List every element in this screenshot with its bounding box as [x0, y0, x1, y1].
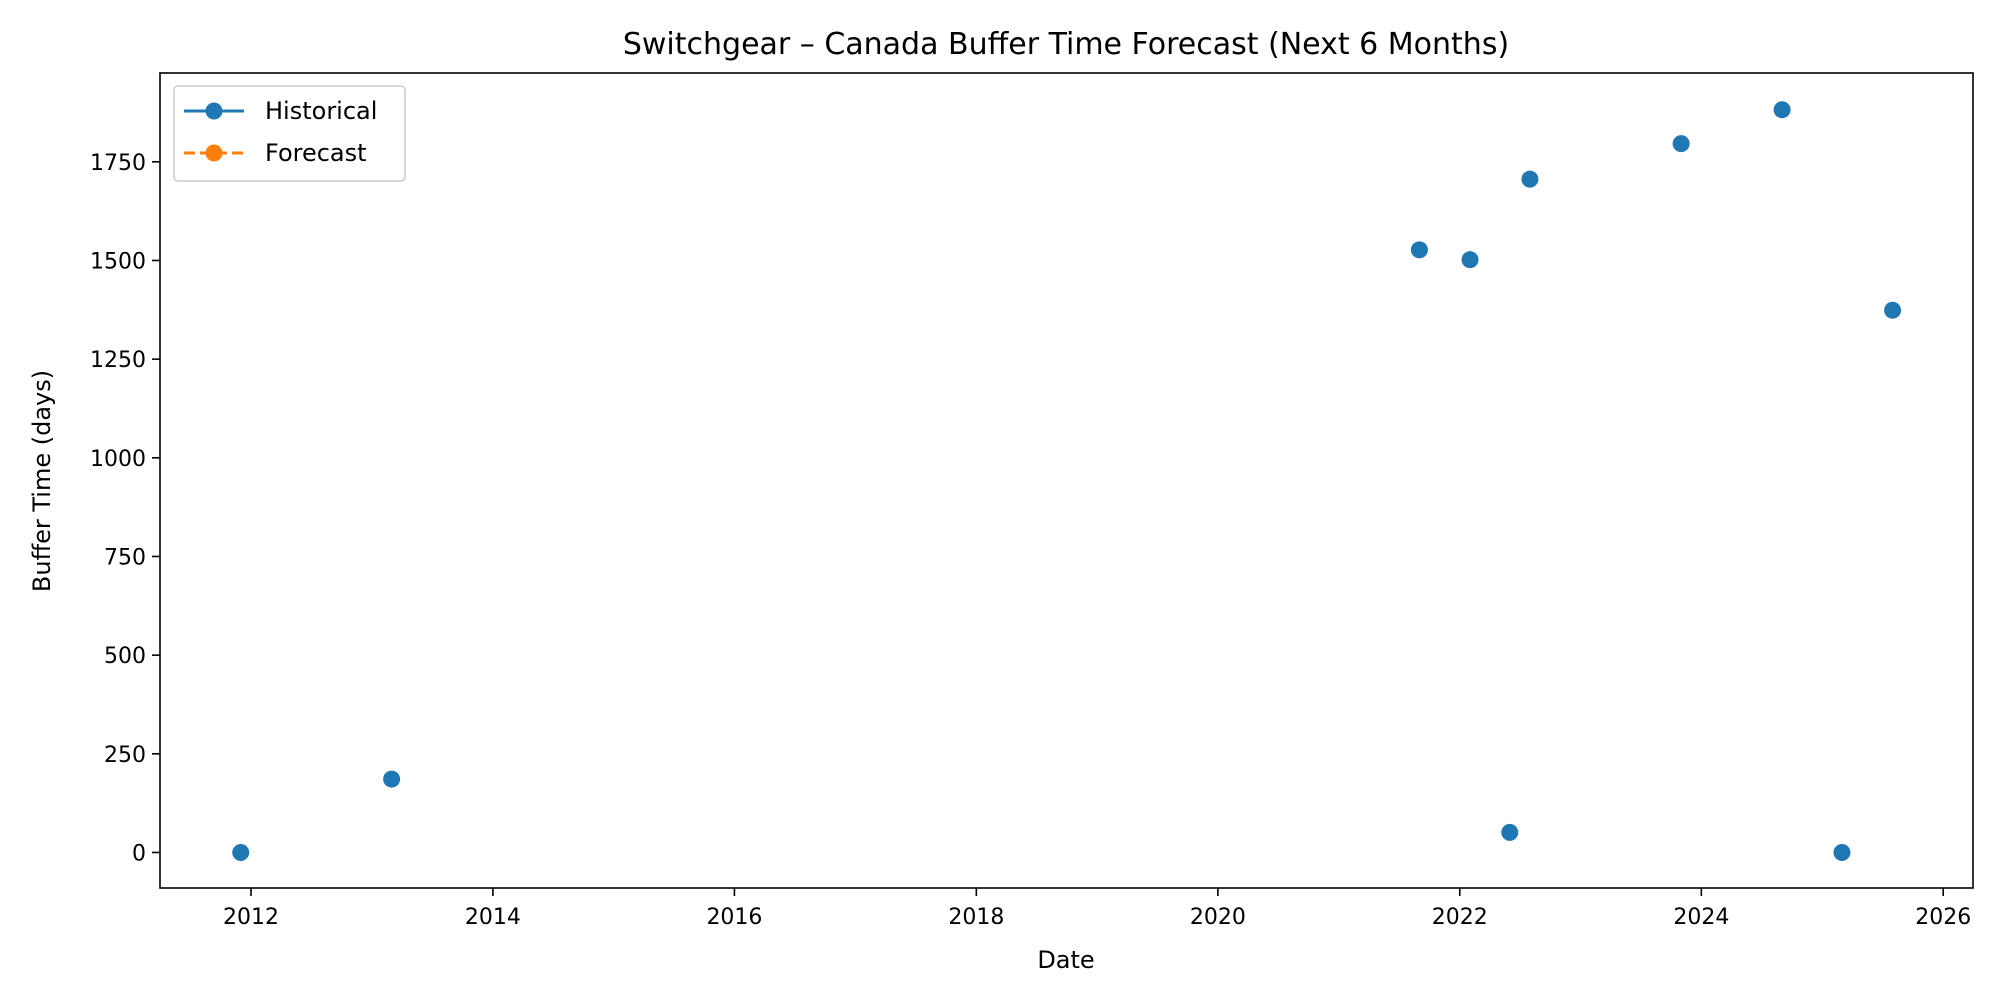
data-point-historical	[1672, 135, 1690, 153]
x-tick-label: 2014	[465, 905, 521, 930]
x-tick-label: 2016	[706, 905, 762, 930]
plot-area-points	[232, 101, 1902, 861]
data-point-historical	[1501, 823, 1519, 841]
x-tick-label: 2024	[1673, 905, 1729, 930]
data-point-historical	[1461, 251, 1479, 269]
data-point-historical	[1884, 301, 1902, 319]
data-point-historical	[383, 770, 401, 788]
x-tick-label: 2020	[1190, 905, 1246, 930]
y-tick-label: 0	[132, 841, 146, 866]
y-tick-label: 250	[104, 743, 146, 768]
legend-marker	[205, 144, 223, 162]
chart-title: Switchgear – Canada Buffer Time Forecast…	[623, 27, 1509, 62]
y-tick-label: 1750	[90, 151, 146, 176]
data-point-historical	[1833, 843, 1851, 861]
data-point-historical	[1410, 241, 1428, 259]
x-tick-label: 2022	[1432, 905, 1488, 930]
data-point-historical	[232, 843, 250, 861]
x-tick-label: 2026	[1915, 905, 1971, 930]
y-tick-label: 750	[104, 545, 146, 570]
y-tick-label: 1250	[90, 348, 146, 373]
data-point-historical	[1773, 101, 1791, 119]
legend: Historical Forecast	[173, 85, 406, 182]
x-tick-label: 2012	[223, 905, 279, 930]
y-tick-label: 1500	[90, 249, 146, 274]
y-axis: 0 250 500 750 1000 1250 1500 1750	[90, 151, 160, 866]
legend-label: Forecast	[265, 139, 367, 167]
x-tick-label: 2018	[948, 905, 1004, 930]
legend-label: Historical	[265, 97, 377, 125]
y-tick-label: 1000	[90, 447, 146, 472]
data-point-historical	[1521, 170, 1539, 188]
x-axis-label: Date	[1037, 946, 1094, 974]
x-axis: 2012 2014 2016 2018 2020 2022 2024 2026	[223, 888, 1971, 930]
plot-frame	[159, 72, 1974, 889]
y-axis-label: Buffer Time (days)	[28, 370, 56, 592]
legend-marker	[205, 102, 223, 120]
y-tick-label: 500	[104, 644, 146, 669]
